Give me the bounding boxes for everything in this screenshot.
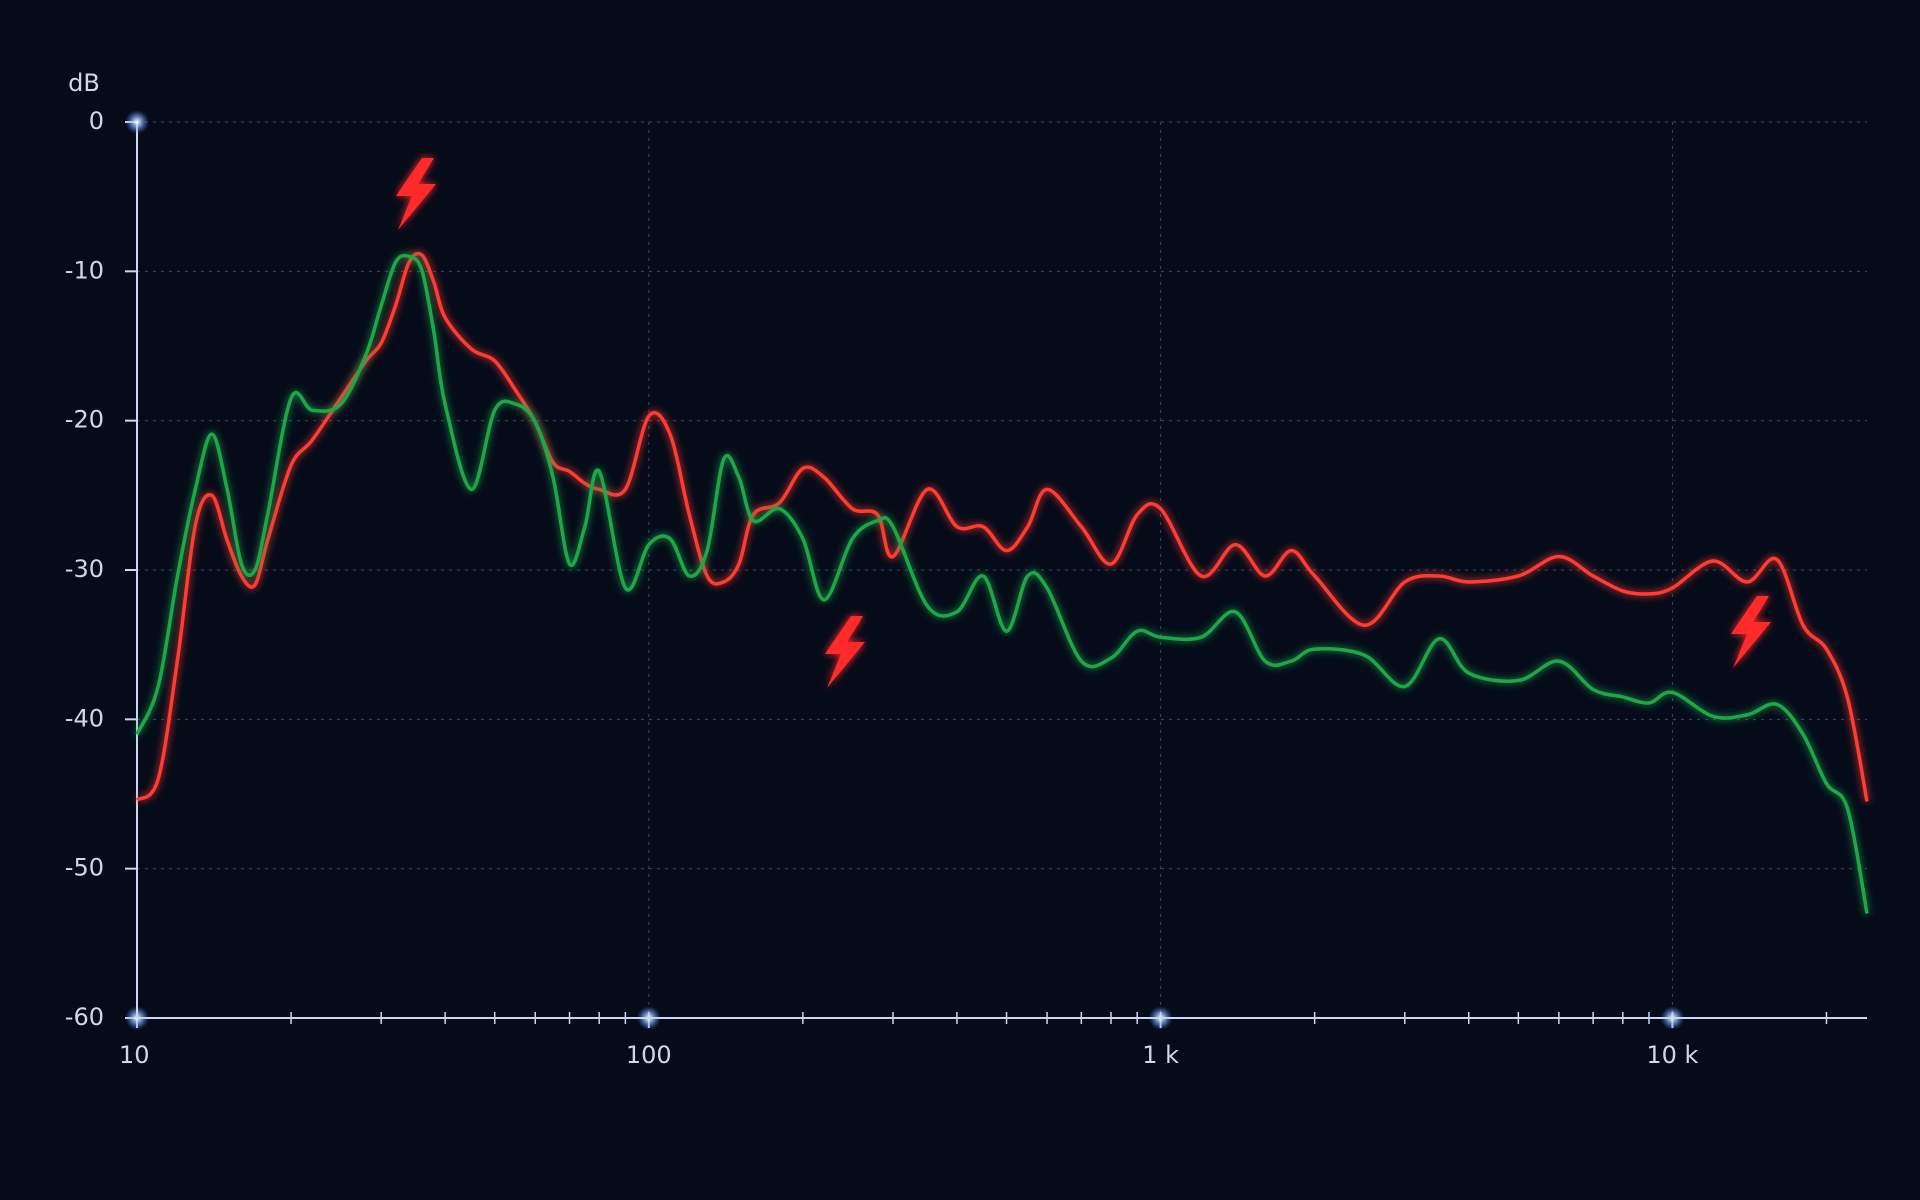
y-tick-label: -50 bbox=[65, 854, 104, 882]
x-tick-label: 10 k bbox=[1646, 1041, 1698, 1069]
lightning-icon bbox=[396, 158, 436, 230]
y-tick-label: -40 bbox=[65, 704, 104, 732]
y-axis-label: dB bbox=[68, 69, 100, 97]
lightning-icon bbox=[825, 616, 865, 688]
x-tick-label: 1 k bbox=[1142, 1041, 1179, 1069]
series-line bbox=[135, 251, 1869, 802]
y-tick-label: 0 bbox=[89, 107, 104, 135]
x-tick-label: 100 bbox=[626, 1041, 672, 1069]
axis-glow bbox=[125, 110, 149, 134]
y-tick-label: -20 bbox=[65, 406, 104, 434]
x-tick-label: 10 bbox=[119, 1041, 150, 1069]
y-tick-label: -10 bbox=[65, 256, 104, 284]
warning-icons bbox=[396, 158, 1771, 688]
y-tick-label: -30 bbox=[65, 555, 104, 583]
series-line bbox=[135, 253, 1869, 914]
lightning-icon bbox=[1731, 596, 1771, 668]
y-tick-label: -60 bbox=[65, 1003, 104, 1031]
